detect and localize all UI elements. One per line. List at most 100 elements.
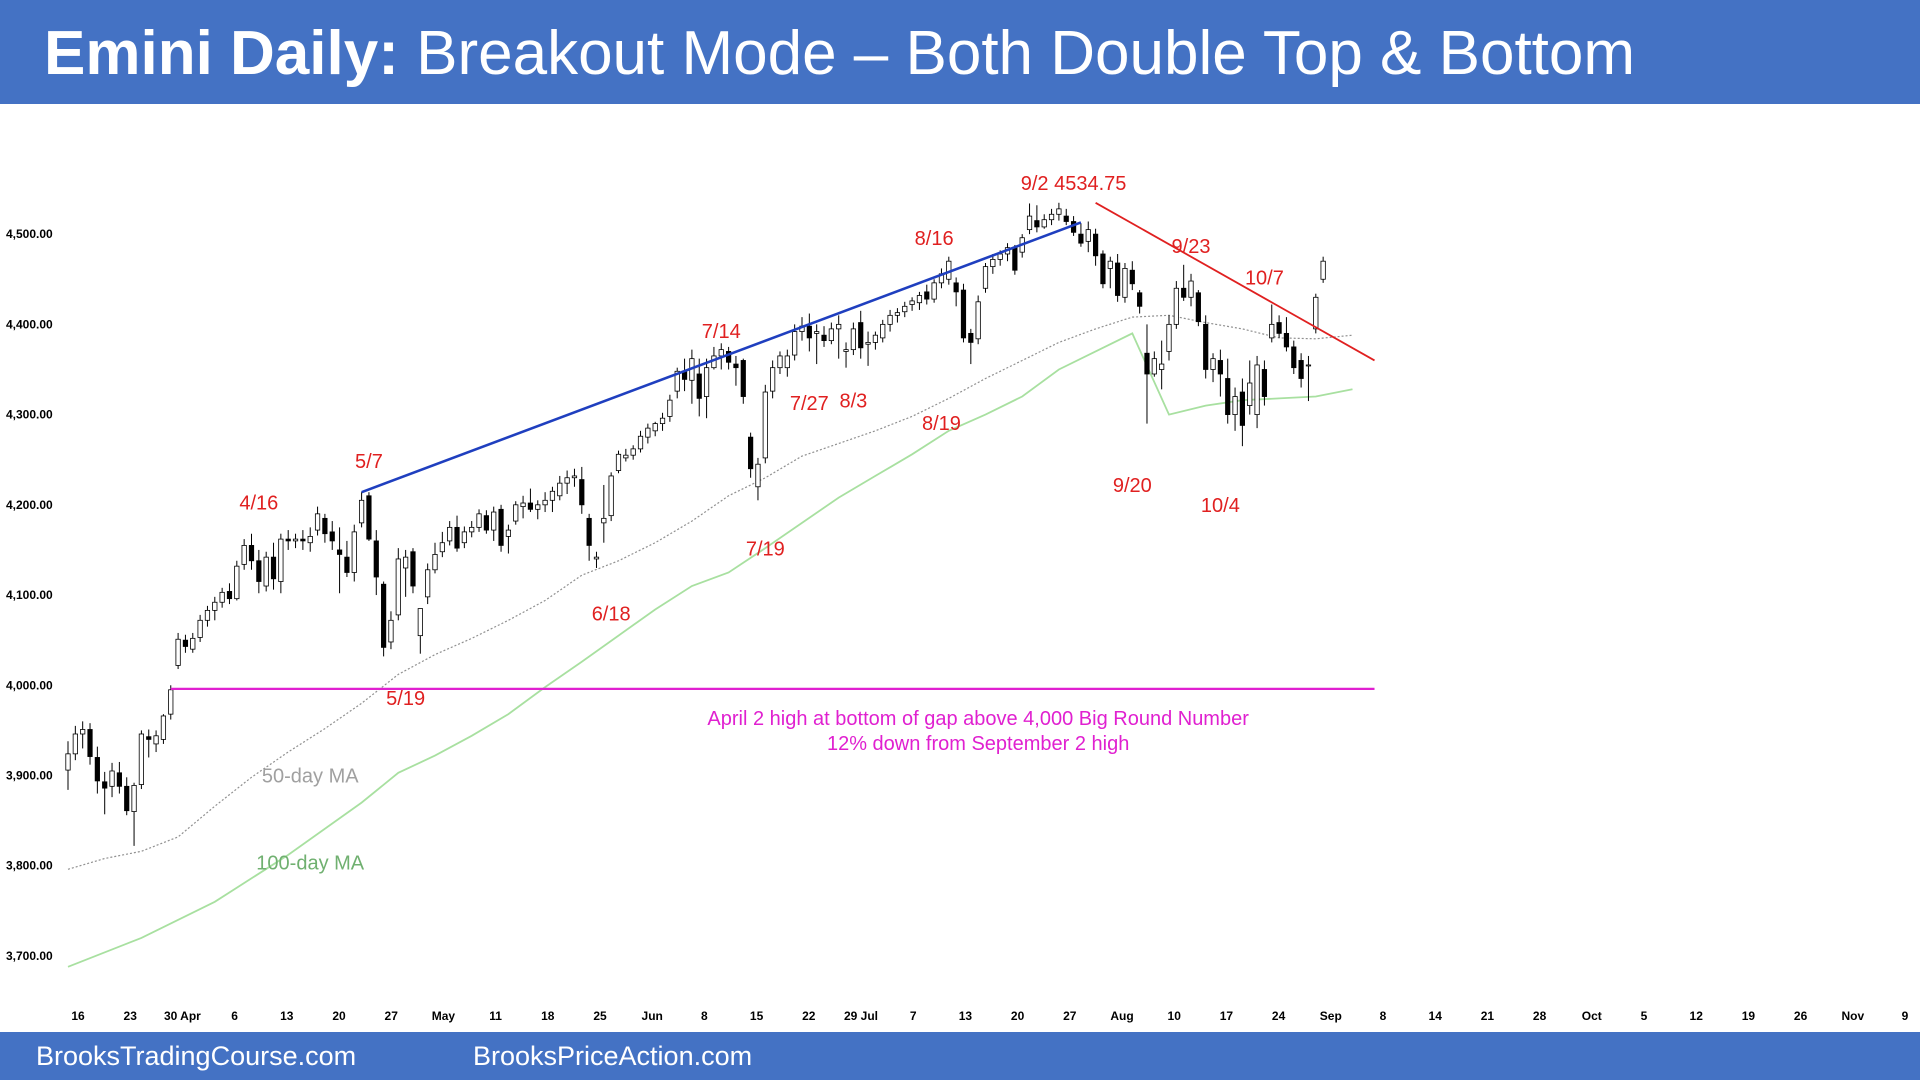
page-title: Emini Daily: Breakout Mode – Both Double… bbox=[44, 18, 1635, 90]
candle bbox=[491, 506, 497, 541]
x-tick-label: 25 bbox=[593, 1009, 607, 1023]
annotation-label: 6/18 bbox=[592, 603, 631, 625]
annotation-label: 5/19 bbox=[386, 688, 425, 710]
ma50-line bbox=[67, 314, 1353, 870]
candle bbox=[843, 342, 849, 368]
candle bbox=[601, 484, 607, 543]
x-tick-label: 14 bbox=[1429, 1009, 1443, 1023]
annotation-label: 8/3 bbox=[839, 390, 867, 412]
candle bbox=[1078, 223, 1084, 247]
candle bbox=[821, 326, 827, 347]
candle bbox=[263, 551, 269, 592]
footer-right-link[interactable]: BrooksPriceAction.com bbox=[473, 1041, 753, 1071]
annotation-label: 10/4 bbox=[1201, 495, 1240, 517]
candle bbox=[505, 524, 512, 554]
candle bbox=[285, 530, 291, 550]
candle bbox=[615, 450, 622, 474]
candle bbox=[953, 277, 959, 307]
candle bbox=[1239, 378, 1245, 447]
x-tick-label: May bbox=[432, 1009, 456, 1023]
candle bbox=[94, 746, 100, 794]
candle bbox=[300, 530, 306, 550]
candle bbox=[806, 313, 812, 352]
candle bbox=[197, 614, 203, 642]
candle bbox=[513, 501, 519, 525]
candle bbox=[381, 581, 387, 657]
candle bbox=[667, 394, 673, 422]
candle bbox=[960, 283, 967, 343]
candle bbox=[762, 384, 768, 464]
x-tick-label: 27 bbox=[385, 1009, 399, 1023]
candle bbox=[608, 472, 614, 522]
x-tick-label: 13 bbox=[280, 1009, 294, 1023]
candle bbox=[916, 291, 923, 310]
annotation-label: 4/16 bbox=[239, 492, 278, 514]
candle bbox=[755, 457, 761, 501]
candle bbox=[102, 771, 108, 815]
candle bbox=[1122, 263, 1128, 303]
candle bbox=[726, 346, 732, 370]
candle bbox=[659, 412, 666, 431]
x-tick-label: 13 bbox=[959, 1009, 973, 1023]
candle bbox=[447, 521, 453, 546]
candlestick-chart: 3,700.00 3,800.00 3,900.00 4,000.00 4,100.00… bbox=[6, 173, 1909, 1023]
candle bbox=[968, 328, 974, 365]
candle bbox=[1298, 353, 1304, 388]
candle bbox=[645, 423, 651, 444]
annotation-label: 8/19 bbox=[922, 413, 961, 435]
candle bbox=[1041, 214, 1047, 229]
candle bbox=[425, 563, 431, 605]
candle bbox=[314, 506, 321, 536]
footer-left-link[interactable]: BrooksTradingCourse.com bbox=[36, 1041, 357, 1071]
candle bbox=[388, 611, 394, 650]
x-tick-label: 26 bbox=[1794, 1009, 1808, 1023]
x-tick-label: 19 bbox=[1742, 1009, 1756, 1023]
annotation-label: 8/16 bbox=[915, 228, 954, 250]
x-tick-label: 5 bbox=[1641, 1009, 1648, 1023]
x-tick-label: 6 bbox=[231, 1009, 238, 1023]
x-tick-label: 21 bbox=[1481, 1009, 1495, 1023]
y-tick-label: 4,400.00 bbox=[6, 317, 53, 331]
x-tick-label: 30 Apr bbox=[164, 1009, 201, 1023]
annotation-label: 5/7 bbox=[355, 451, 383, 473]
candle bbox=[637, 430, 644, 453]
ma100-label: 100-day MA bbox=[256, 852, 364, 874]
candle bbox=[990, 253, 996, 274]
x-tick-label: 9 bbox=[1902, 1009, 1909, 1023]
annotation-label: 7/27 bbox=[790, 393, 829, 415]
candle bbox=[696, 358, 702, 417]
y-tick-label: 3,900.00 bbox=[6, 769, 53, 783]
candle bbox=[1291, 340, 1297, 374]
candle bbox=[1048, 208, 1055, 226]
candle bbox=[1144, 324, 1150, 424]
candle bbox=[571, 468, 578, 487]
candle bbox=[72, 725, 78, 761]
annotation-label: 7/14 bbox=[702, 321, 741, 343]
y-tick-label: 4,100.00 bbox=[6, 588, 53, 602]
ma50-label: 50-day MA bbox=[262, 766, 359, 788]
candle bbox=[740, 358, 746, 404]
candle bbox=[872, 331, 879, 350]
annotation-label: 12% down from September 2 high bbox=[827, 733, 1129, 755]
annotation-label: April 2 high at bottom of gap above 4,00… bbox=[707, 708, 1249, 730]
candle bbox=[439, 531, 445, 558]
candle bbox=[1137, 290, 1143, 314]
candle bbox=[1232, 387, 1238, 431]
candle bbox=[784, 349, 790, 377]
y-tick-label: 4,300.00 bbox=[6, 408, 53, 422]
candle bbox=[351, 524, 357, 582]
candle bbox=[894, 308, 901, 323]
candle bbox=[1107, 256, 1113, 289]
candle bbox=[689, 349, 695, 404]
candle bbox=[234, 560, 240, 601]
candle bbox=[924, 284, 930, 305]
candle bbox=[777, 351, 783, 374]
candle bbox=[902, 301, 908, 318]
y-tick-label: 4,000.00 bbox=[6, 678, 53, 692]
candle bbox=[160, 714, 167, 744]
candle bbox=[975, 295, 981, 345]
candle bbox=[1247, 360, 1253, 415]
candle bbox=[322, 513, 328, 543]
candle bbox=[535, 500, 541, 520]
candle bbox=[1305, 355, 1312, 402]
